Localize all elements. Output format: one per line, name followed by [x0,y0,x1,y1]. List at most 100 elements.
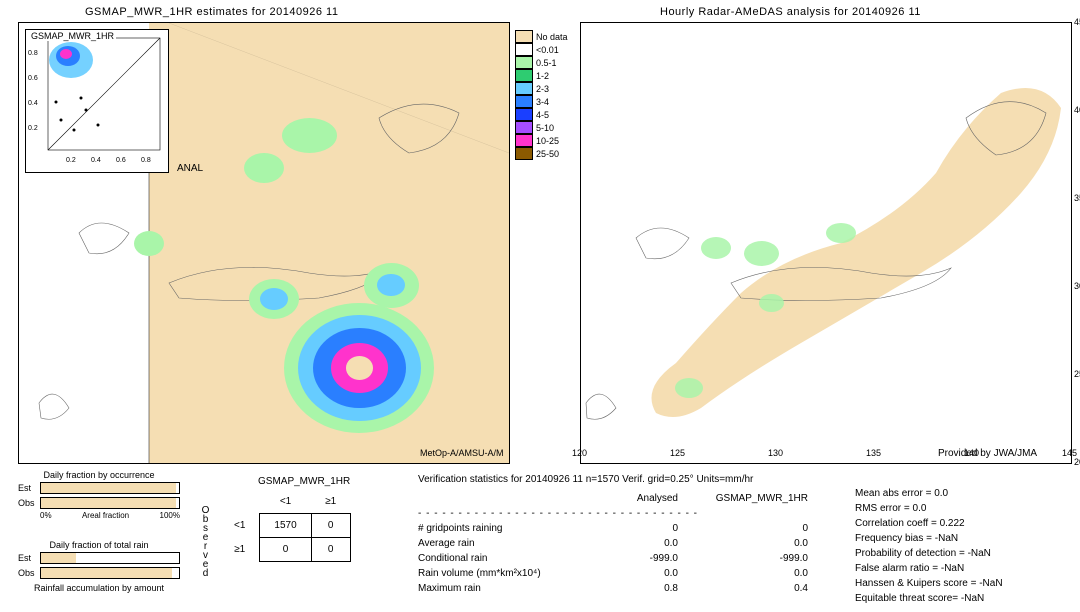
lat-tick-30: 30 [1074,281,1080,291]
frac-label: Est [18,483,40,493]
frac-occ-title: Daily fraction by occurrence [18,470,180,480]
verif-label: Average rain [418,536,588,551]
score-row-4: Probability of detection = -NaN [855,546,1003,561]
left-map-footer: MetOp-A/AMSU-A/M [420,448,504,458]
lon-tick-145: 145 [1062,448,1077,458]
legend-swatch [515,82,533,95]
legend-label: 5-10 [536,123,554,133]
score-row-6: Hanssen & Kuipers score = -NaN [855,576,1003,591]
precip-blob-2-1 [377,274,405,297]
frac-total-title: Daily fraction of total rain [18,540,180,550]
ctab-side-label: Observed [200,505,211,577]
score-row-5: False alarm ratio = -NaN [855,561,1003,576]
coast-korea [79,223,129,254]
verif-gsmap: 0.0 [678,566,808,581]
frac-total-footer: Rainfall accumulation by amount [18,583,180,593]
verif-col-analysed: Analysed [588,491,678,506]
ctab-cell-01: 0 [311,514,350,538]
right-map-canvas [581,23,1071,463]
verif-divider: - - - - - - - - - - - - - - - - - - - - … [418,506,858,521]
lon-tick-120: 120 [572,448,587,458]
precip-blob-5-0 [134,231,164,256]
light-rain-3 [826,223,856,243]
light-rain-1 [744,241,779,266]
lat-tick-20: 20 [1074,457,1080,467]
legend-row-3: 1-2 [515,69,568,82]
frac-fill [41,498,176,508]
svg-text:0.8: 0.8 [28,50,38,57]
frac-track [40,567,180,579]
ctab-row-1: ≥1 [220,538,260,562]
svg-text:0.6: 0.6 [28,75,38,82]
svg-text:0.2: 0.2 [66,157,76,164]
inset-title: GSMAP_MWR_1HR [29,31,116,41]
legend-swatch [515,134,533,147]
legend-swatch [515,108,533,121]
legend-label: 25-50 [536,149,559,159]
frac-label: Est [18,553,40,563]
frac-fill [41,483,176,493]
ctab-col-1: ≥1 [311,490,350,514]
frac-row-Obs: Obs [18,496,180,510]
legend-row-8: 10-25 [515,134,568,147]
ctab-col-0: <1 [260,490,311,514]
lon-tick-130: 130 [768,448,783,458]
legend-label: <0.01 [536,45,559,55]
frac-row-Est: Est [18,551,180,565]
score-row-2: Correlation coeff = 0.222 [855,516,1003,531]
daily-fraction-occurrence: Daily fraction by occurrence EstObs 0% A… [18,470,180,520]
score-row-0: Mean abs error = 0.0 [855,486,1003,501]
legend-label: 1-2 [536,71,549,81]
score-row-1: RMS error = 0.0 [855,501,1003,516]
legend-swatch [515,43,533,56]
legend-label: 0.5-1 [536,58,557,68]
legend-label: 2-3 [536,84,549,94]
frac-track [40,552,180,564]
light-rain-4 [759,294,784,312]
right-map-title: Hourly Radar-AMeDAS analysis for 2014092… [660,6,921,18]
ctab-cell-00: 1570 [260,514,311,538]
legend-row-4: 2-3 [515,82,568,95]
radar-amedas-map [580,22,1072,464]
legend-swatch [515,69,533,82]
lon-tick-135: 135 [866,448,881,458]
lat-tick-40: 40 [1074,105,1080,115]
verif-gsmap: -999.0 [678,551,808,566]
lat-tick-25: 25 [1074,369,1080,379]
ctab-cell-11: 0 [311,538,350,562]
svg-text:0.2: 0.2 [28,125,38,132]
verif-row-3: Rain volume (mm*km²x10⁴)0.00.0 [418,566,858,581]
frac-label: Obs [18,568,40,578]
score-row-3: Frequency bias = -NaN [855,531,1003,546]
left-map-title: GSMAP_MWR_1HR estimates for 20140926 11 [85,6,338,18]
lat-tick-45: 45 [1074,17,1080,27]
precip-blob-1-1 [260,288,288,310]
contingency-table: <1 ≥1 <1 1570 0 ≥1 0 0 [220,490,351,562]
lat-tick-35: 35 [1074,193,1080,203]
legend-row-7: 5-10 [515,121,568,134]
verification-stats: Verification statistics for 20140926 11 … [418,472,858,596]
right-map-footer: Provided by JWA/JMA [938,448,1037,459]
svg-text:0.6: 0.6 [116,157,126,164]
verif-gsmap: 0.0 [678,536,808,551]
daily-fraction-total-rain: Daily fraction of total rain Est Obs Rain… [18,540,180,593]
legend-label: No data [536,32,568,42]
frac-track [40,497,180,509]
legend-row-5: 3-4 [515,95,568,108]
verif-label: Conditional rain [418,551,588,566]
verif-header: Verification statistics for 20140926 11 … [418,472,858,487]
legend-swatch [515,56,533,69]
legend-swatch [515,121,533,134]
coast-taiwan [39,394,69,419]
precip-blob-4-0 [244,153,284,183]
light-rain-2 [675,378,703,398]
inset-anal-label: ANAL [177,163,203,174]
frac-row-Obs: Obs [18,566,180,580]
gsmap-estimate-map: 0.20.4 0.60.8 0.20.4 0.60.8 GSMAP_MWR_1H… [18,22,510,464]
legend-swatch [515,30,533,43]
verif-label: # gridpoints raining [418,521,588,536]
legend-label: 10-25 [536,136,559,146]
ctab-row-0: <1 [220,514,260,538]
light-rain-0 [701,237,731,259]
verif-gsmap: 0 [678,521,808,536]
